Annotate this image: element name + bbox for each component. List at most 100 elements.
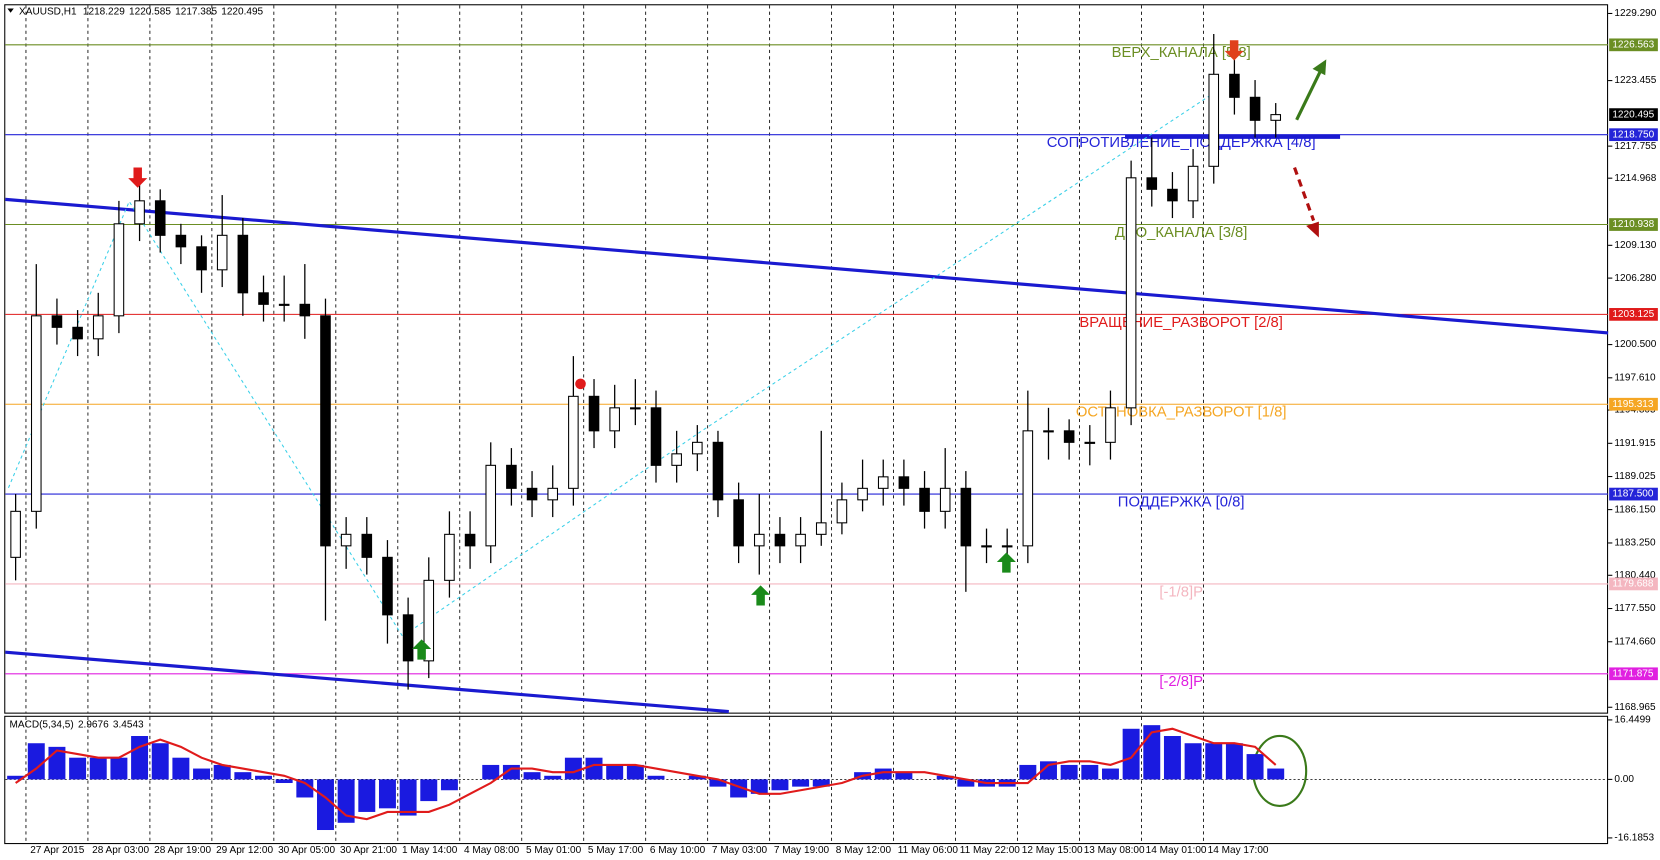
x-tick-label: 4 May 08:00: [464, 845, 520, 856]
histogram-bar: [110, 757, 128, 780]
menu-triangle: [7, 8, 14, 13]
histogram-bar: [523, 772, 541, 780]
histogram-bar: [89, 757, 107, 780]
y-tick-label: 1209.130: [1614, 240, 1656, 251]
histogram-bar: [936, 775, 954, 780]
ohlc-value: 1220.495: [221, 6, 263, 17]
x-tick-label: 14 May 17:00: [1208, 845, 1269, 856]
candle-body: [237, 234, 249, 294]
candle-body: [877, 476, 889, 489]
y-tick-label: 1180.440: [1614, 570, 1656, 581]
candle-body: [960, 487, 972, 547]
level-label: ВЕРХ_КАНАЛА [5/8]: [1112, 45, 1251, 61]
candle-body: [712, 441, 724, 501]
candle-body: [733, 499, 744, 547]
candle-body: [10, 510, 21, 558]
x-tick-label: 6 May 10:00: [650, 845, 706, 856]
candle-body: [1270, 114, 1282, 121]
candle-body: [526, 487, 538, 501]
candle-body: [175, 234, 187, 248]
histogram-bar: [1225, 743, 1243, 780]
candle-body: [1208, 73, 1220, 167]
histogram-bar: [358, 779, 376, 812]
ohlc-value: 1220.585: [129, 6, 171, 17]
histogram-bar: [1040, 761, 1057, 780]
levels: ВЕРХ_КАНАЛА [5/8] СОПРОТИВЛЕНИЕ_ПОДДЕРЖКА…: [5, 44, 1609, 690]
level-label: [-2/8]P: [1159, 674, 1203, 690]
price-tag: [1609, 308, 1658, 321]
buy-arrow: [412, 639, 432, 660]
histogram-bar: [626, 764, 644, 780]
candle-body: [113, 223, 125, 317]
y-tick-label: 1189.025: [1614, 471, 1656, 482]
candle-body: [1167, 188, 1178, 202]
buy-arrow: [751, 585, 771, 606]
histogram-bar: [606, 764, 624, 780]
candle-body: [154, 200, 166, 236]
last-price-label: 1220.495: [1612, 109, 1654, 120]
y-tick-label: 1200.500: [1614, 339, 1656, 350]
candle-body: [609, 407, 620, 432]
histogram-bar: [895, 772, 913, 780]
candle-body: [1229, 73, 1240, 98]
y-tick-label: 1191.915: [1614, 438, 1656, 449]
candle-body: [939, 487, 951, 512]
candle-body: [919, 487, 930, 512]
x-tick-label: 5 May 17:00: [588, 845, 644, 856]
histogram-bar: [1122, 728, 1140, 780]
candle-body: [506, 464, 517, 489]
candle-body: [1187, 165, 1199, 202]
header: XAUUSD,H1 1218.229 1220.585 1217.385 1220.49…: [19, 6, 264, 17]
histogram-bar: [1060, 764, 1078, 780]
histogram-bar: [1205, 743, 1223, 780]
main-pane: [4, 4, 1609, 714]
x-tick-label: 27 Apr 2015: [30, 845, 85, 856]
x-tick-label: 8 May 12:00: [836, 845, 892, 856]
trend-line: [5, 650, 729, 714]
forecast-arrows: [1293, 59, 1327, 238]
histogram-bar: [420, 779, 438, 802]
histogram-bar: [1184, 743, 1202, 780]
level-label: ОСТАНОВКА_РАЗВОРОТ [1/8]: [1076, 405, 1287, 421]
candle-body: [299, 303, 311, 317]
histogram-bar: [812, 779, 830, 787]
histogram-bar: [771, 779, 789, 791]
histogram-bar: [585, 757, 603, 780]
level-label: СОПРОТИВЛЕНИЕ_ПОДДЕРЖКА [4/8]: [1047, 135, 1316, 151]
macd-value: 3.4543: [113, 719, 144, 730]
candle-body: [51, 315, 63, 328]
candle-body: [340, 533, 352, 547]
candle-body: [981, 545, 992, 548]
histogram-bar: [69, 757, 87, 780]
symbol: XAUUSD,H1: [19, 6, 77, 17]
candle-body: [1063, 430, 1075, 443]
candle-body: [898, 476, 910, 489]
candle-body: [464, 533, 476, 547]
price-tag: [1609, 218, 1658, 231]
price-tag-label: 1210.938: [1612, 219, 1654, 230]
y-tick-label: 1206.280: [1614, 273, 1656, 284]
candle-body: [423, 579, 435, 662]
y-tick-label: 1177.550: [1614, 603, 1656, 614]
candle-body: [444, 533, 455, 581]
signal-arrows: [128, 40, 1244, 660]
histogram-bar: [564, 757, 582, 780]
histogram-bar: [1081, 764, 1099, 780]
level-label: ДНО_КАНАЛА [3/8]: [1115, 225, 1248, 241]
x-tick-label: 28 Apr 19:00: [154, 845, 211, 856]
down-forecast: [1293, 167, 1316, 222]
macd-header: MACD(5,34,5) 2.9676 3.4543: [10, 719, 145, 730]
down-forecast-head: [1306, 221, 1319, 238]
histogram-bar: [193, 768, 211, 780]
candle-body: [258, 292, 269, 305]
histogram-bar: [7, 775, 25, 780]
trend-line: [5, 197, 1609, 335]
x-tick-label: 30 Apr 21:00: [340, 845, 397, 856]
candle-body: [1022, 430, 1034, 547]
histogram-bar: [1163, 736, 1181, 780]
price-tag: [1609, 667, 1658, 681]
histogram-bar: [1019, 764, 1037, 780]
price-tag-label: 1218.750: [1612, 129, 1654, 140]
